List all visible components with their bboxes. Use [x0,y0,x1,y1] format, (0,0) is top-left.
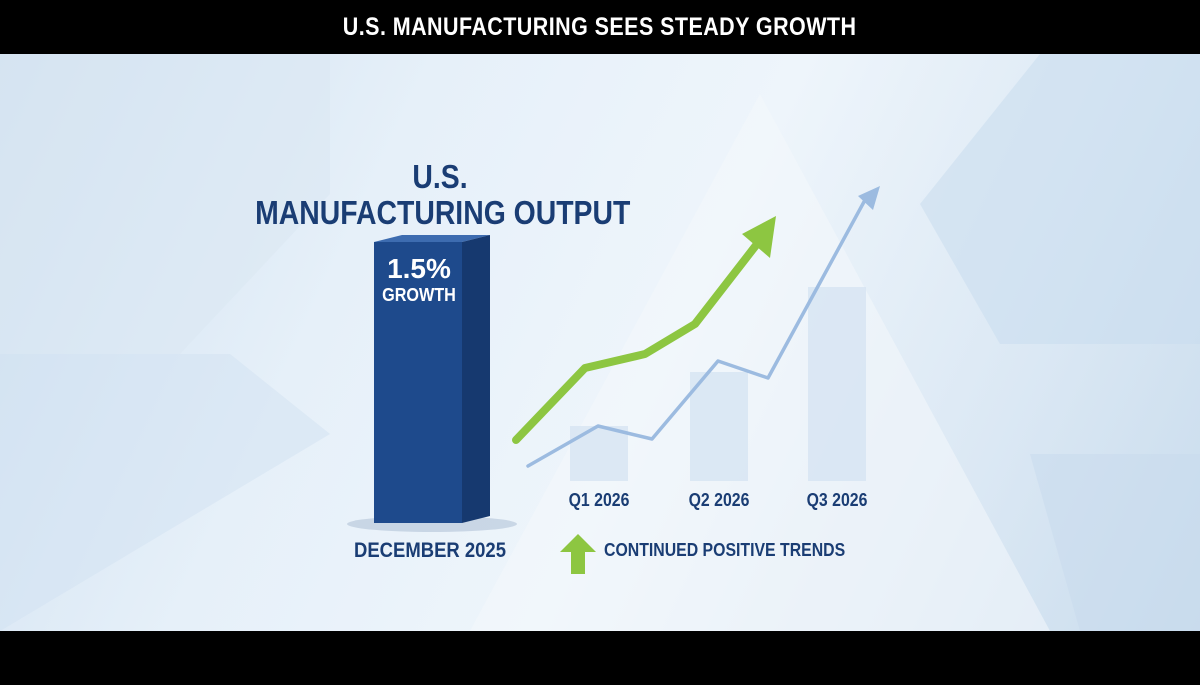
chart-title-line-2: MANUFACTURING OUTPUT [255,194,631,231]
tick-label-q2-2026: Q2 2026 [688,490,750,510]
bar-category-label: DECEMBER 2025 [353,539,506,562]
up-arrow-icon [560,534,596,574]
secondary-arrowhead-icon [858,186,880,210]
tick-label-q1-2026: Q1 2026 [568,490,630,510]
bar-q2-2026 [690,372,748,481]
secondary-trend-line [526,186,880,468]
tick-label-q3-2026: Q3 2026 [806,490,868,510]
chart-panel: U.S. MANUFACTURING OUTPUT 1.5% GROWTH DE… [0,54,1200,631]
bar-top-face [374,235,490,242]
growth-arrowhead-icon [742,216,776,258]
bar-december-2025 [374,242,462,523]
projection-bars [570,287,866,481]
bar-side-face [462,235,490,523]
chart-canvas [0,54,1200,631]
bar-q3-2026 [808,287,866,481]
bottom-bar [0,631,1200,685]
legend-label: CONTINUED POSITIVE TRENDS [604,540,846,560]
chart-title-line-1: U.S. [412,158,468,195]
background-shapes [0,54,1200,631]
bar-q1-2026 [570,426,628,481]
growth-trend-line [512,216,776,444]
page-title: U.S. MANUFACTURING SEES STEADY GROWTH [343,12,857,41]
title-bar: U.S. MANUFACTURING SEES STEADY GROWTH [0,0,1200,54]
main-bar-group [347,235,517,532]
bar-data-sublabel: GROWTH [382,285,456,305]
bar-data-label: 1.5% [387,253,451,284]
